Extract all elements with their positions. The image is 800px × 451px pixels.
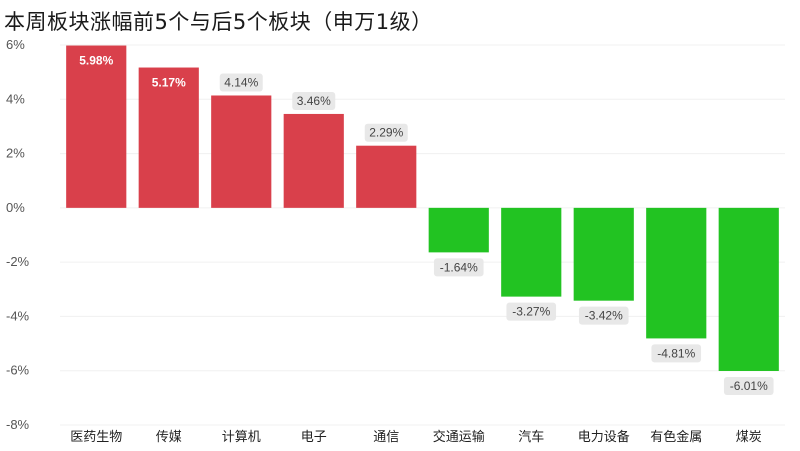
data-label-box xyxy=(506,302,557,321)
y-tick-label: -6% xyxy=(6,363,30,378)
y-tick-label: 2% xyxy=(6,146,25,161)
x-category-label: 交通运输 xyxy=(433,429,485,445)
bar xyxy=(211,95,272,208)
data-label: -3.42% xyxy=(585,309,623,323)
bar xyxy=(283,113,344,208)
x-category-label: 医药生物 xyxy=(70,430,122,445)
data-label-box xyxy=(723,376,774,395)
data-label-box xyxy=(651,344,702,363)
data-label: 4.14% xyxy=(224,75,258,89)
data-label-box xyxy=(433,258,484,277)
data-label: -3.27% xyxy=(512,305,550,319)
data-label: -4.81% xyxy=(657,346,695,360)
data-label-box xyxy=(364,123,408,142)
data-label: -1.64% xyxy=(440,260,478,274)
x-category-label: 电子 xyxy=(301,430,327,445)
x-category-label: 煤炭 xyxy=(736,430,762,445)
y-tick-label: -8% xyxy=(6,417,30,432)
data-label-box xyxy=(578,306,629,325)
y-tick-label: 6% xyxy=(6,37,25,52)
y-tick-label: 4% xyxy=(6,91,25,106)
data-label: 5.17% xyxy=(152,76,186,90)
bar xyxy=(501,207,562,297)
bar xyxy=(138,67,199,208)
x-category-label: 汽车 xyxy=(518,429,544,445)
x-category-label: 电力设备 xyxy=(578,429,630,445)
y-tick-label: -2% xyxy=(6,254,30,269)
data-label-box xyxy=(292,91,336,110)
data-label: 3.46% xyxy=(297,94,331,108)
y-tick-label: 0% xyxy=(6,200,25,215)
data-label: 2.29% xyxy=(369,126,403,140)
y-tick-label: -4% xyxy=(6,308,30,323)
chart-title: 本周板块涨幅前5个与后5个板块（申万1级） xyxy=(4,10,433,34)
x-category-label: 计算机 xyxy=(222,430,261,445)
data-label-box xyxy=(219,73,263,92)
bar xyxy=(66,45,127,208)
bar xyxy=(646,207,707,339)
data-label: -6.01% xyxy=(730,379,768,393)
bar xyxy=(718,207,779,371)
x-category-label: 有色金属 xyxy=(650,429,702,445)
x-category-label: 通信 xyxy=(373,430,399,445)
bar xyxy=(356,145,417,208)
bar xyxy=(573,207,634,301)
data-label: 5.98% xyxy=(79,54,113,68)
x-category-label: 传媒 xyxy=(156,430,182,445)
bar xyxy=(428,207,489,253)
